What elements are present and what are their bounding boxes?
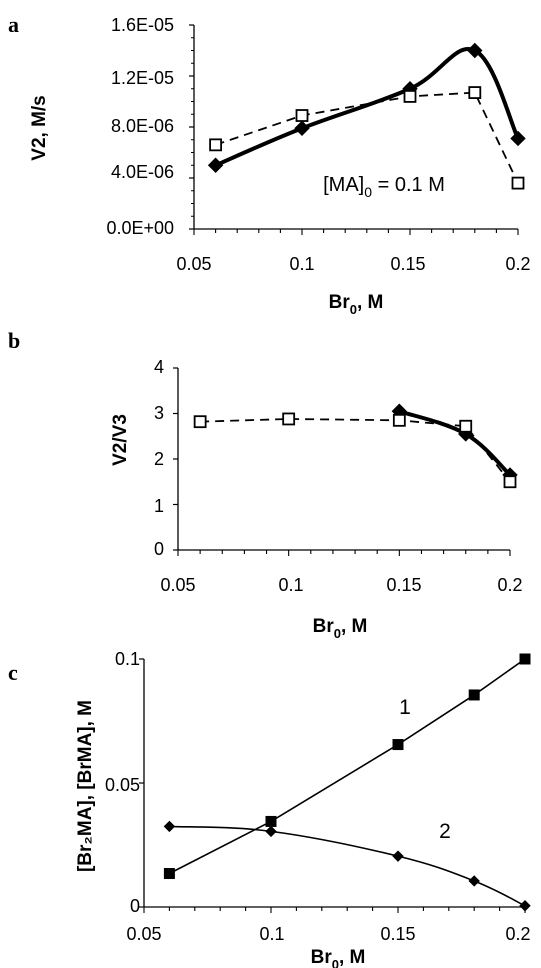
panel-c-letter: c [8,660,18,685]
x-title-tail: , M [339,947,365,968]
square-marker [164,869,174,879]
diamond-marker [520,901,530,911]
panel-a-x-tick-labels: 0.05 0.1 0.15 0.2 [176,254,530,274]
diamond-marker [266,826,276,836]
x-tick-label: 0.15 [390,254,425,274]
diamond-marker [469,876,479,886]
y-tick-label: 4 [154,357,164,377]
square-marker [469,87,480,98]
x-title-tail: , M [341,616,367,637]
y-tick-label: 1.2E-05 [111,68,174,88]
square-marker [513,178,524,189]
y-tick-label: 1 [154,496,164,516]
panel-a-x-axis-title: Br0, M [329,292,384,317]
x-title-subscript: 0 [334,626,341,641]
x-title-tail: , M [357,292,383,313]
panel-c: c [Br₂MA], [BrMA], M 0 0.05 0.1 0.05 0.1… [8,649,531,968]
panel-a-annotation: [MA]0 = 0.1 M [323,174,445,200]
panel-a: a V2, M/s 0.0E+00 4.0E-06 8.0E-06 1.2E-0… [8,12,531,317]
square-marker [405,91,416,102]
panel-c-plot-marks [164,654,530,911]
panel-c-y-axis-title: [Br₂MA], [BrMA], M [75,700,96,872]
y-tick-label: 0 [154,539,164,559]
panel-a-axes [189,25,518,235]
diamond-marker [295,121,309,135]
panel-b-plot-marks [195,404,517,487]
panel-c-axes [139,659,525,913]
x-title-main: Br [311,947,333,968]
annotation-subscript: 0 [364,184,372,200]
diamond-marker [164,821,174,831]
panel-a-y-tick-labels: 0.0E+00 4.0E-06 8.0E-06 1.2E-05 1.6E-05 [106,15,174,238]
y-tick-label: 4.0E-06 [111,162,174,182]
x-tick-label: 0.05 [126,924,161,944]
x-tick-label: 0.2 [497,575,522,595]
panel-b: b V2/V3 0 1 2 3 4 0.05 0.1 0.15 0.2 Br0,… [8,328,523,641]
y-tick-label: 1.6E-05 [111,15,174,35]
diamond-marker [209,158,223,172]
series-line [216,49,518,165]
square-marker [266,816,276,826]
y-tick-label: 0.0E+00 [106,218,174,238]
x-title-main: Br [329,292,351,313]
square-marker [505,476,516,487]
x-tick-label: 0.05 [176,254,211,274]
panel-a-plot-marks [209,44,525,189]
panel-b-axes [173,368,510,556]
y-tick-label: 8.0E-06 [111,116,174,136]
diamond-marker [511,131,525,145]
y-tick-label: 3 [154,403,164,423]
panel-c-x-axis-title: Br0, M [311,947,366,968]
square-marker [195,416,206,427]
curve-label-2: 2 [439,820,451,843]
panel-c-y-tick-labels: 0 0.05 0.1 [105,649,140,916]
y-tick-label: 0.05 [105,775,140,795]
annotation-tail: = 0.1 M [372,174,445,196]
panel-b-y-tick-labels: 0 1 2 3 4 [154,357,164,559]
x-tick-label: 0.1 [259,924,284,944]
x-tick-label: 0.1 [278,575,303,595]
square-marker [210,139,221,150]
y-tick-label: 2 [154,449,164,469]
annotation-main: [MA] [323,174,364,196]
series-line [399,411,510,475]
square-marker [469,690,479,700]
x-tick-label: 0.2 [505,924,530,944]
x-tick-label: 0.2 [505,254,530,274]
x-tick-label: 0.15 [386,575,421,595]
square-marker [520,654,530,664]
y-tick-label: 0 [130,896,140,916]
square-marker [283,413,294,424]
panel-a-letter: a [8,12,19,37]
panel-b-y-axis-title: V2/V3 [110,414,131,466]
x-tick-label: 0.15 [380,924,415,944]
x-title-subscript: 0 [332,957,339,968]
panel-b-letter: b [8,328,20,353]
x-tick-label: 0.1 [289,254,314,274]
panel-a-y-axis-title: V2, M/s [29,95,50,160]
diamond-marker [393,851,403,861]
square-marker [297,110,308,121]
square-marker [460,421,471,432]
panel-b-x-tick-labels: 0.05 0.1 0.15 0.2 [160,575,522,595]
square-marker [393,740,403,750]
panel-c-x-tick-labels: 0.05 0.1 0.15 0.2 [126,924,530,944]
square-marker [394,415,405,426]
series-line [169,826,525,905]
x-title-main: Br [313,616,335,637]
curve-label-1: 1 [399,696,411,719]
x-title-subscript: 0 [350,302,357,317]
x-tick-label: 0.05 [160,575,195,595]
panel-b-x-axis-title: Br0, M [313,616,368,641]
y-tick-label: 0.1 [115,649,140,669]
